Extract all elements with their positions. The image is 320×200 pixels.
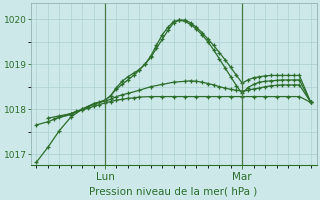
X-axis label: Pression niveau de la mer( hPa ): Pression niveau de la mer( hPa ) [90,187,258,197]
